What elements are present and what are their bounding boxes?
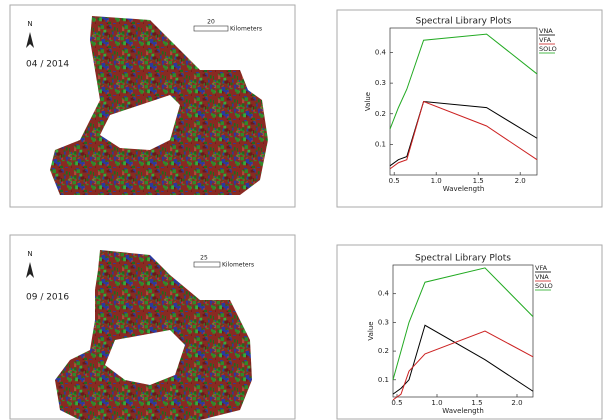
x-tick-label: 2.0 <box>511 399 522 407</box>
x-axis-label: Wavelength <box>443 185 485 193</box>
y-tick-label: 0.2 <box>375 110 386 118</box>
legend-label: VFA <box>539 36 552 44</box>
scale-value: 25 <box>200 255 208 262</box>
scale-bar <box>194 26 228 31</box>
x-tick-label: 0.5 <box>389 177 400 185</box>
chart-title: Spectral Library Plots <box>416 17 512 27</box>
scale-unit: Kilometers <box>222 262 254 269</box>
y-tick-label: 0.4 <box>378 290 390 298</box>
scale-bar <box>194 262 220 267</box>
legend-label: VFA <box>535 264 548 272</box>
y-axis-label: Value <box>367 321 375 340</box>
legend-label: VNA <box>535 273 549 281</box>
y-tick-label: 0.4 <box>375 49 387 57</box>
chart-title: Spectral Library Plots <box>415 254 511 264</box>
x-tick-label: 1.5 <box>471 399 482 407</box>
x-tick-label: 1.5 <box>473 177 484 185</box>
y-tick-label: 0.3 <box>375 79 386 87</box>
x-tick-label: 1.0 <box>431 177 442 185</box>
north-label: N <box>27 20 32 28</box>
y-axis-label: Value <box>364 92 372 111</box>
legend-label: VNA <box>539 27 553 35</box>
y-tick-label: 0.1 <box>375 140 386 148</box>
x-axis-label: Wavelength <box>442 407 484 415</box>
legend-label: SOLO <box>539 45 557 53</box>
chart-frame <box>337 10 602 207</box>
map-date: 04 / 2014 <box>26 60 69 70</box>
north-label: N <box>27 250 32 258</box>
map-date: 09 / 2016 <box>26 293 69 303</box>
x-tick-label: 1.0 <box>431 399 442 407</box>
y-tick-label: 0.2 <box>378 347 389 355</box>
legend-label: SOLO <box>535 282 553 290</box>
scale-unit: Kilometers <box>230 26 262 33</box>
y-tick-label: 0.3 <box>378 318 389 326</box>
x-tick-label: 0.5 <box>391 399 402 407</box>
x-tick-label: 2.0 <box>515 177 526 185</box>
figure: N 04 / 2014 20 Kilometers N 09 / 2016 25… <box>0 0 604 420</box>
y-tick-label: 0.1 <box>378 376 389 384</box>
scale-value: 20 <box>207 19 215 26</box>
